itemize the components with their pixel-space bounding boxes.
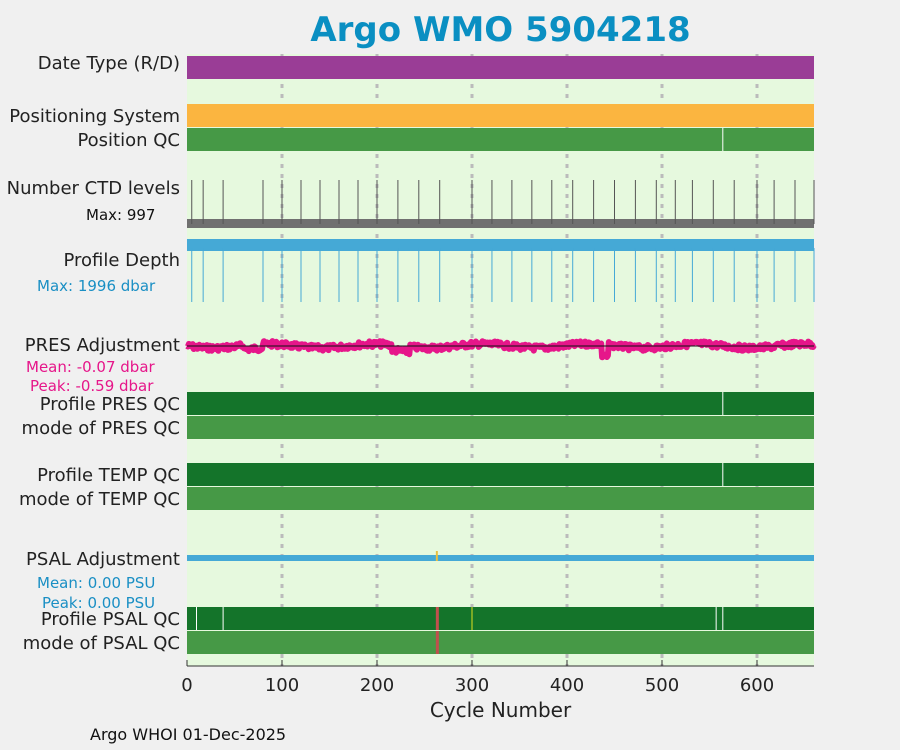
ctd-base — [187, 219, 814, 228]
label-positioning-system: Positioning System — [9, 106, 180, 127]
label-ctd-levels: Number CTD levels — [6, 178, 180, 199]
label-profile-pres-qc: Profile PRES QC — [39, 394, 180, 415]
band-0 — [187, 56, 814, 79]
band-11 — [187, 607, 814, 630]
ctd-max-text: Max: 997 — [86, 206, 156, 224]
label-mode-pres-qc: mode of PRES QC — [21, 418, 180, 439]
psal-mean-text: Mean: 0.00 PSU — [37, 574, 156, 592]
qc-flag — [435, 607, 439, 630]
qc-flag — [435, 631, 439, 654]
band-1 — [187, 104, 814, 127]
label-mode-temp-qc: mode of TEMP QC — [18, 489, 180, 510]
band-9 — [187, 487, 814, 510]
footer-text: Argo WHOI 01-Dec-2025 — [90, 725, 287, 744]
label-profile-temp-qc: Profile TEMP QC — [37, 465, 180, 486]
psal-line — [187, 555, 814, 561]
psal-flag — [435, 551, 438, 561]
band-8 — [187, 463, 814, 486]
label-profile-psal-qc: Profile PSAL QC — [40, 609, 180, 630]
x-tick-label: 0 — [181, 675, 192, 696]
plot-background — [187, 54, 814, 666]
x-tick-label: 300 — [455, 675, 489, 696]
band-12 — [187, 631, 814, 654]
depth-base — [187, 239, 814, 251]
depth-max-text: Max: 1996 dbar — [37, 277, 156, 295]
label-profile-depth: Profile Depth — [63, 250, 180, 271]
band-2 — [187, 128, 814, 151]
band-6 — [187, 392, 814, 415]
x-tick-label: 600 — [740, 675, 774, 696]
x-tick-label: 200 — [360, 675, 394, 696]
psal-peak-text: Peak: 0.00 PSU — [42, 594, 156, 612]
pres-mean-text: Mean: -0.07 dbar — [26, 358, 155, 376]
pres-peak-text: Peak: -0.59 dbar — [30, 377, 154, 395]
x-tick-label: 400 — [550, 675, 584, 696]
label-mode-psal-qc: mode of PSAL QC — [22, 633, 180, 654]
label-position-qc: Position QC — [77, 130, 180, 151]
x-axis-label: Cycle Number — [429, 698, 572, 722]
x-tick-label: 100 — [265, 675, 299, 696]
chart-title: Argo WMO 5904218 — [310, 10, 691, 50]
label-date-type: Date Type (R/D) — [37, 53, 180, 74]
band-7 — [187, 416, 814, 439]
pres-trace — [184, 338, 817, 361]
x-tick-label: 500 — [645, 675, 679, 696]
label-pres-adjustment: PRES Adjustment — [24, 335, 180, 356]
label-psal-adjustment: PSAL Adjustment — [25, 549, 180, 570]
